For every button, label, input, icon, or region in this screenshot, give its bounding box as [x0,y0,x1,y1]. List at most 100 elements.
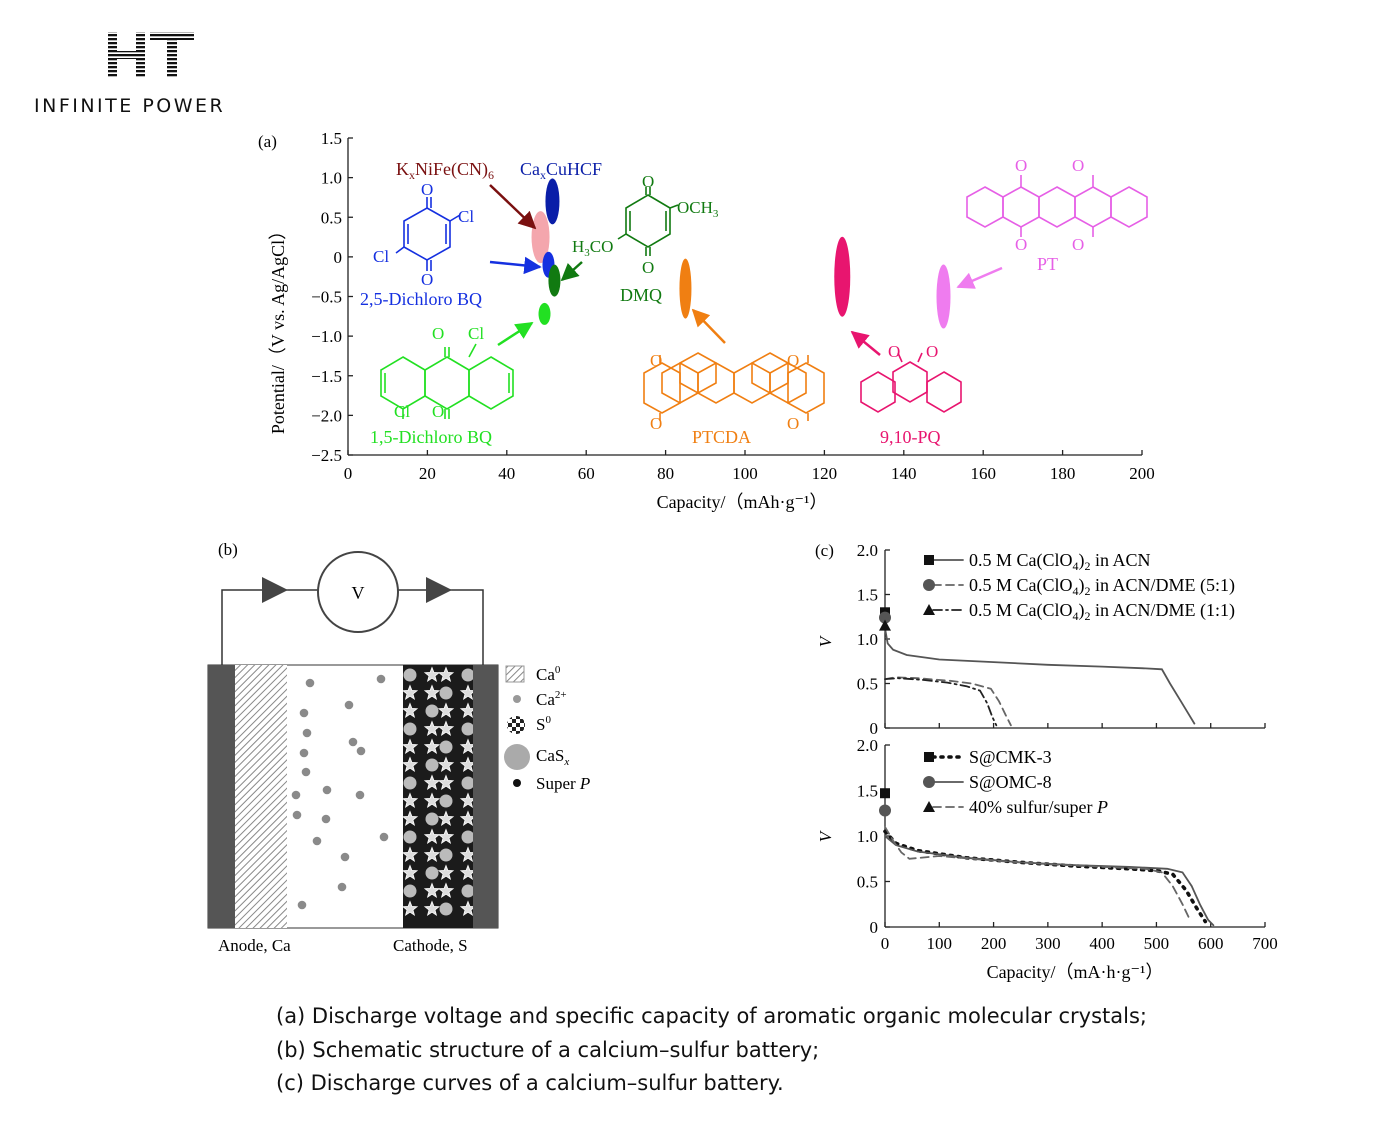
ca-ion [292,810,302,820]
label-bq: 2,5-Dichloro BQ [360,289,482,309]
legend-swatch-superp [513,779,521,787]
arrow-pt [956,266,1003,289]
logo-tagline: INFINITE POWER [34,95,226,117]
ca-ion [312,836,322,846]
brand-logo: INFINITE POWER [28,22,288,122]
panel-a-tag: (a) [258,132,277,151]
y-tick-label: −2.5 [311,446,342,465]
sulfur-particle [423,900,441,917]
sulfur-particle [437,828,455,845]
cas-particle [425,866,439,880]
arrow-dmq [560,261,583,282]
ca-ion [340,852,350,862]
panel-c-x-axis-label: Capacity/（mA·h·g⁻¹） [987,962,1164,982]
ca-ion [379,832,389,842]
sulfur-particle [401,756,419,773]
start-marker-1 [879,804,891,817]
x-tick-label: 200 [1129,464,1155,483]
point-pt [936,264,951,329]
pt-o-4: O [1072,235,1084,254]
legend-label-2: 0.5 M Ca(ClO4)2 in ACN/DME (1:1) [969,600,1235,623]
sulfur-particle [437,720,455,737]
cas-particle [439,848,453,862]
sulfur-particle [401,900,419,917]
sulfur-particle [437,756,455,773]
cas-particle [403,722,417,736]
x-tick-label: 0 [344,464,353,483]
x-tick-label: 80 [657,464,674,483]
aq-cl-top: Cl [468,324,484,343]
ptcda-structure [643,352,825,421]
series-line-1 [884,676,1012,727]
ca-ion [344,700,354,710]
bq-o-top: O [421,180,433,199]
anode-label: Anode, Ca [218,936,291,955]
dmq-o-top: O [642,172,654,191]
y-tick-label: 0.5 [857,873,878,892]
sulfur-particle [437,702,455,719]
cas-particle [403,830,417,844]
series-line-0 [883,829,1208,924]
ca-ion [301,767,311,777]
sulfur-particle [423,684,441,701]
start-marker-0 [880,788,890,799]
x-tick-label: 40 [498,464,515,483]
x-tick-label: 200 [981,934,1007,953]
x-tick-label: 120 [812,464,838,483]
pt-o-2: O [1072,156,1084,175]
legend-casx: CaSx [536,746,569,768]
panel-c-top-y-axis-label: V [816,634,835,647]
cas-particle [439,686,453,700]
cas-particle [425,812,439,826]
x-tick-label: 60 [578,464,595,483]
point-1-5-dichloro-bq [538,302,551,325]
sulfur-particle [423,846,441,863]
pt-o-3: O [1015,235,1027,254]
ca-ion [291,790,301,800]
arrow-ptcda [691,308,726,344]
ca-ion [305,678,315,688]
aq-o-bottom: O [432,402,444,421]
ca-ion [376,674,386,684]
cas-particle [439,740,453,754]
legend-swatch-casx [504,744,530,770]
caption-line-a: (a) Discharge voltage and specific capac… [276,1004,1147,1028]
sulfur-particle [437,810,455,827]
legend-label-1: S@OMC-8 [969,772,1052,792]
legend-marker-0 [924,752,934,762]
ca-ion [302,728,312,738]
sulfur-particle [423,828,441,845]
label-dmq: DMQ [620,285,662,305]
sulfur-particle [423,774,441,791]
caption-line-b: (b) Schematic structure of a calcium–sul… [276,1037,820,1062]
label-knife: KxNiFe(CN)6 [396,159,494,182]
panel-b-legend: Ca0 Ca2+ S0 CaSx Super P [504,664,590,793]
y-tick-label: 0 [870,719,879,738]
voltmeter-label: V [352,583,365,603]
y-tick-label: 2.0 [857,541,878,560]
ca-ion [299,708,309,718]
bq-structure [395,197,461,271]
legend-swatch-s0 [507,716,525,734]
cas-particle [403,884,417,898]
y-tick-label: −1.0 [311,327,342,346]
ptcda-o-1: O [650,351,662,370]
current-arrow-right [426,577,452,603]
panel-c-discharge-curves: (c) 00.51.01.52.0 0.5 M Ca(ClO4)2 in ACN0… [815,541,1278,982]
caption-line-c: (c) Discharge curves of a calcium–sulfur… [276,1071,784,1095]
ca-ion [355,790,365,800]
sulfur-particle [437,864,455,881]
legend-swatch-ca2 [513,695,521,703]
sulfur-particle [423,738,441,755]
panel-c-tag: (c) [815,541,834,560]
panel-b-battery-schematic: (b) V Anode, Ca Cathode, S Ca0 Ca2+ S0 C… [207,540,590,955]
cas-particle [461,884,475,898]
legend-ca2: Ca2+ [536,689,567,709]
legend-superp: Super P [536,774,590,793]
start-marker-1 [879,611,891,624]
x-tick-label: 300 [1035,934,1061,953]
label-ptcda: PTCDA [692,427,751,447]
legend-label-0: S@CMK-3 [969,747,1052,767]
bq-o-bottom: O [421,270,433,289]
series-line-2 [884,677,998,727]
